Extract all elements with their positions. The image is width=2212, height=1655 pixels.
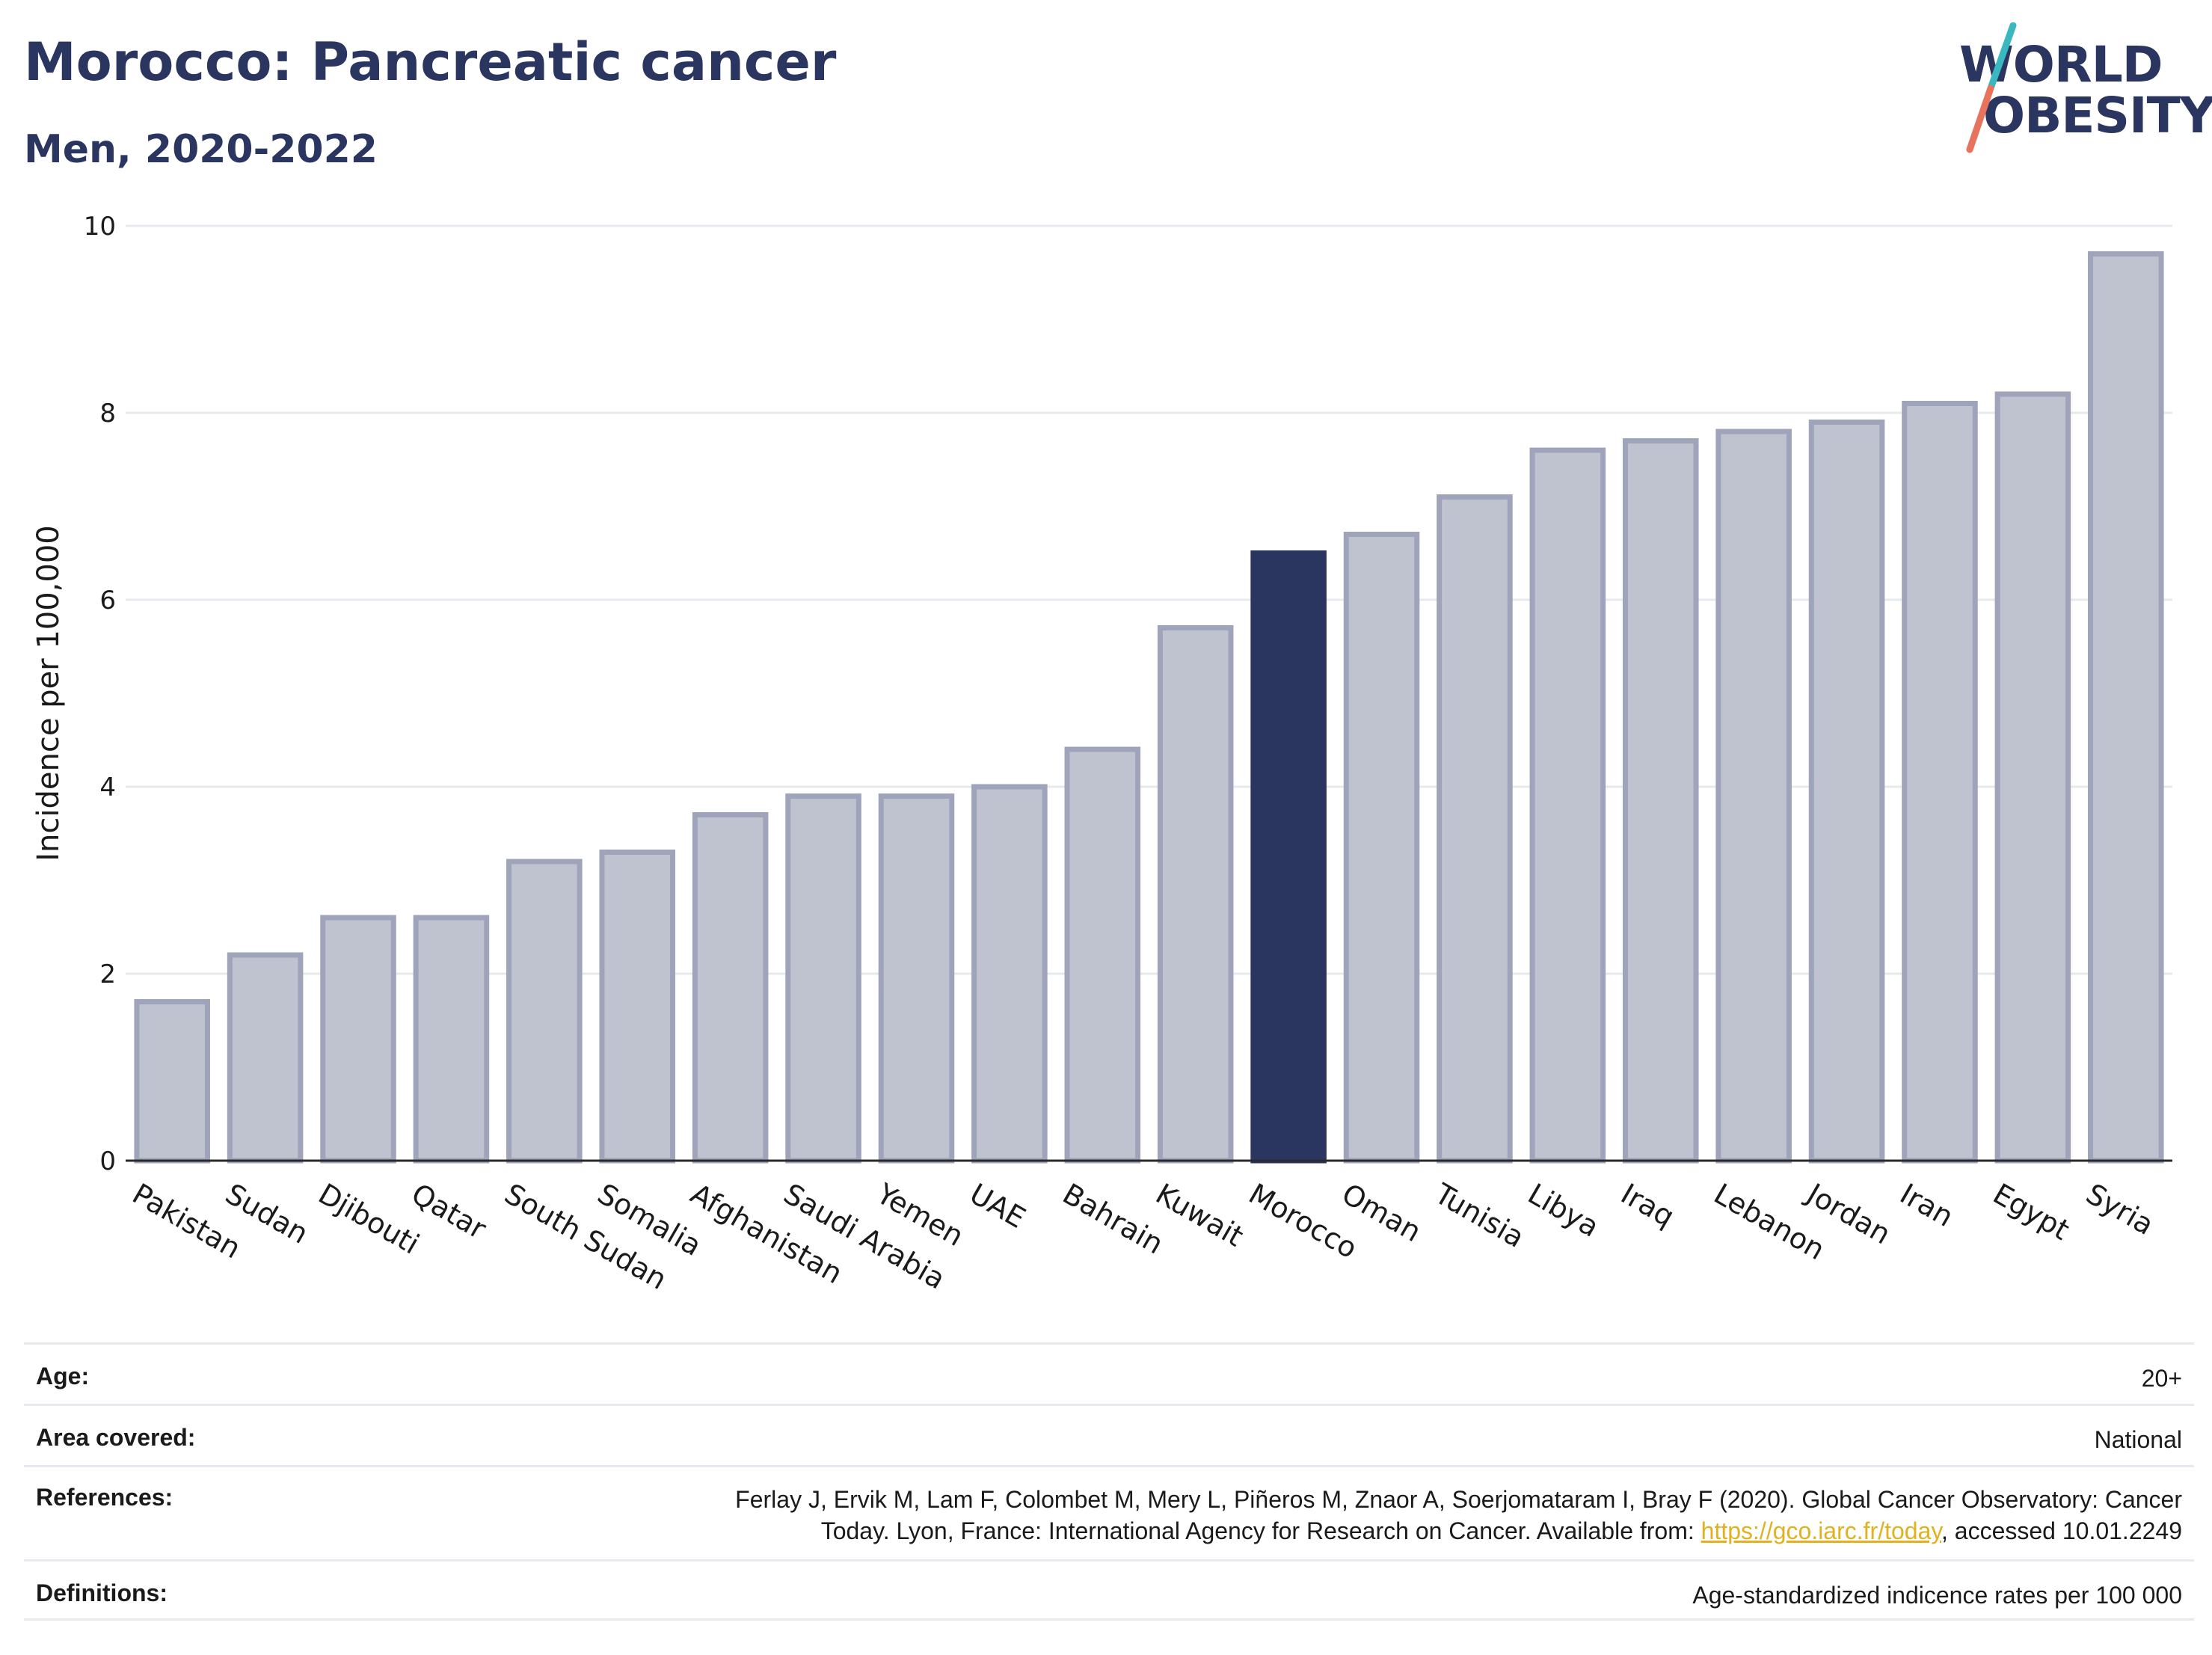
- x-tick-label: Tunisia: [1429, 1176, 1530, 1254]
- y-tick-label: 0: [99, 1146, 116, 1176]
- x-tick-label: Kuwait: [1150, 1177, 1249, 1253]
- bar-jordan: [1808, 420, 1885, 1164]
- world-obesity-logo: WORLD OBESITY: [1944, 22, 2212, 157]
- references-value: Ferlay J, Ervik M, Lam F, Colombet M, Me…: [735, 1484, 2194, 1547]
- bar-qatar: [413, 915, 490, 1164]
- bar-afghanistan: [692, 812, 769, 1164]
- bar-syria: [2088, 251, 2164, 1164]
- y-tick-label: 2: [99, 959, 116, 989]
- y-axis-label: Incidence per 100,000: [31, 525, 66, 862]
- x-tick-label: Syria: [2080, 1177, 2159, 1241]
- bar-iran: [1902, 401, 1978, 1164]
- bar-oman: [1343, 532, 1420, 1164]
- references-label: References:: [36, 1484, 173, 1511]
- bar-libya: [1529, 447, 1606, 1164]
- logo-line-obesity: OBESITY: [1983, 87, 2212, 144]
- x-tick-label: Bahrain: [1057, 1177, 1169, 1261]
- info-row-age: Age: 20+: [24, 1342, 2194, 1404]
- y-tick-label: 6: [99, 586, 116, 615]
- age-label: Age:: [36, 1363, 90, 1390]
- x-tick-label: Libya: [1523, 1177, 1605, 1244]
- chart-subtitle: Men, 2020-2022: [24, 127, 378, 172]
- y-tick-label: 4: [99, 773, 116, 802]
- slash-logo-icon: [1966, 22, 2017, 153]
- age-value: 20+: [2141, 1365, 2182, 1392]
- x-tick-label: Djibouti: [313, 1177, 425, 1261]
- info-row-area: Area covered: National: [24, 1404, 2194, 1465]
- bar-lebanon: [1715, 429, 1792, 1164]
- bar-sudan: [227, 952, 304, 1164]
- bar-tunisia: [1437, 494, 1513, 1164]
- bar-saudi-arabia: [785, 793, 861, 1164]
- bar-south-sudan: [506, 859, 583, 1164]
- bar-iraq: [1622, 438, 1699, 1164]
- area-value: National: [2094, 1426, 2182, 1453]
- bar-bahrain: [1064, 746, 1141, 1164]
- bar-djibouti: [320, 915, 396, 1164]
- bar-yemen: [878, 793, 955, 1164]
- info-row-definitions: Definitions: Age-standardized indicence …: [24, 1559, 2194, 1621]
- info-table: Age: 20+ Area covered: National Referenc…: [24, 1342, 2194, 1621]
- definitions-value: Age-standardized indicence rates per 100…: [1692, 1582, 2182, 1609]
- x-tick-label: Egypt: [1988, 1177, 2075, 1247]
- bars: [134, 251, 2164, 1164]
- chart-title: Morocco: Pancreatic cancer: [24, 31, 837, 93]
- bar-egypt: [1994, 391, 2071, 1164]
- bar-uae: [971, 784, 1048, 1164]
- info-row-references: References: Ferlay J, Ervik M, Lam F, Co…: [24, 1465, 2194, 1559]
- references-line2-tail: , accessed 10.01.2249: [1941, 1517, 2182, 1544]
- references-line2: Today. Lyon, France: International Agenc…: [820, 1517, 1701, 1544]
- x-tick-label: Iran: [1894, 1177, 1958, 1233]
- y-axis-ticks: 0 2 4 6 8 10: [84, 212, 116, 1176]
- x-tick-label: UAE: [964, 1177, 1030, 1235]
- y-tick-label: 8: [99, 399, 116, 429]
- area-label: Area covered:: [36, 1424, 196, 1451]
- definitions-label: Definitions:: [36, 1579, 168, 1606]
- bar-pakistan: [134, 999, 210, 1164]
- y-tick-label: 10: [84, 212, 116, 242]
- bar-somalia: [599, 850, 676, 1164]
- x-tick-label: Iraq: [1615, 1177, 1680, 1233]
- bar-kuwait: [1157, 625, 1234, 1164]
- references-line1: Ferlay J, Ervik M, Lam F, Colombet M, Me…: [735, 1486, 2182, 1513]
- references-link[interactable]: https://gco.iarc.fr/today: [1701, 1517, 1941, 1544]
- bar-morocco: [1250, 550, 1327, 1164]
